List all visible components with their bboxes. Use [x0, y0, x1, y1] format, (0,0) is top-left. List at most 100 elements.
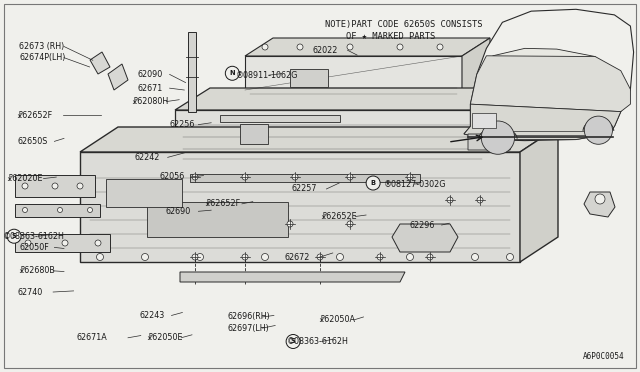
Circle shape	[366, 176, 380, 190]
Polygon shape	[80, 152, 520, 262]
Circle shape	[477, 197, 483, 203]
Text: ☧62680B: ☧62680B	[18, 266, 55, 275]
Circle shape	[88, 208, 93, 212]
Text: ☧62050E: ☧62050E	[146, 333, 182, 342]
Polygon shape	[245, 56, 462, 100]
Text: 62050F: 62050F	[19, 243, 49, 252]
Text: 62673 (RH): 62673 (RH)	[19, 42, 65, 51]
Circle shape	[77, 183, 83, 189]
Text: 62671A: 62671A	[77, 333, 108, 342]
Text: 62256: 62256	[170, 120, 195, 129]
Text: ®08911-1062G: ®08911-1062G	[236, 71, 298, 80]
Circle shape	[347, 221, 353, 227]
Bar	[472, 113, 496, 128]
Text: 62674P(LH): 62674P(LH)	[19, 53, 65, 62]
Circle shape	[481, 121, 515, 154]
Circle shape	[97, 253, 104, 260]
Polygon shape	[180, 272, 405, 282]
Text: 62090: 62090	[138, 70, 163, 79]
Circle shape	[286, 334, 300, 349]
Text: 62022: 62022	[312, 46, 338, 55]
Polygon shape	[492, 48, 598, 74]
Text: ☧62652F: ☧62652F	[205, 199, 241, 208]
Polygon shape	[468, 134, 515, 150]
Circle shape	[225, 66, 239, 80]
Text: S: S	[12, 233, 17, 239]
Text: NOTE)PART CODE 62650S CONSISTS
    OF ★ MARKED PARTS: NOTE)PART CODE 62650S CONSISTS OF ★ MARK…	[325, 20, 483, 41]
Polygon shape	[470, 56, 630, 112]
Polygon shape	[584, 192, 615, 217]
Bar	[290, 69, 328, 87]
Text: 62056: 62056	[160, 172, 185, 181]
Polygon shape	[520, 127, 558, 262]
Circle shape	[196, 253, 204, 260]
Circle shape	[407, 174, 413, 180]
Circle shape	[62, 240, 68, 246]
Text: ©08363-6162H: ©08363-6162H	[3, 232, 65, 241]
Text: 62697(LH): 62697(LH)	[227, 324, 269, 333]
Text: 62242: 62242	[134, 153, 160, 162]
Circle shape	[406, 253, 413, 260]
Circle shape	[317, 254, 323, 260]
Circle shape	[192, 254, 198, 260]
Text: ☧62652F: ☧62652F	[16, 111, 52, 120]
Text: B: B	[371, 180, 376, 186]
Circle shape	[347, 174, 353, 180]
Polygon shape	[90, 52, 110, 74]
Text: S: S	[291, 339, 296, 344]
Text: N: N	[230, 70, 235, 76]
Text: A6P0C0054: A6P0C0054	[582, 352, 624, 361]
Circle shape	[347, 44, 353, 50]
Bar	[190, 174, 420, 182]
Circle shape	[22, 208, 28, 212]
Text: 62696(RH): 62696(RH)	[227, 312, 270, 321]
Circle shape	[397, 44, 403, 50]
Bar	[15, 234, 110, 252]
Text: 62243: 62243	[140, 311, 164, 320]
Polygon shape	[175, 88, 525, 110]
Bar	[147, 202, 288, 237]
Text: ®08127-0302G: ®08127-0302G	[384, 180, 447, 189]
Bar	[106, 179, 182, 207]
Polygon shape	[80, 127, 558, 152]
Circle shape	[595, 194, 605, 204]
Text: ☧62020E: ☧62020E	[6, 174, 43, 183]
Circle shape	[377, 254, 383, 260]
Polygon shape	[108, 64, 128, 90]
Text: ☧62080H: ☧62080H	[131, 97, 168, 106]
Circle shape	[437, 44, 443, 50]
Circle shape	[25, 240, 31, 246]
Circle shape	[52, 183, 58, 189]
Text: 62296: 62296	[410, 221, 435, 230]
Polygon shape	[15, 204, 100, 217]
Text: 62740: 62740	[18, 288, 43, 296]
Circle shape	[472, 253, 479, 260]
Polygon shape	[245, 38, 490, 56]
Text: 62690: 62690	[165, 207, 190, 216]
Bar	[15, 175, 95, 197]
Text: 62671: 62671	[138, 84, 163, 93]
Text: 62650S: 62650S	[18, 137, 48, 146]
Circle shape	[262, 44, 268, 50]
Polygon shape	[464, 104, 621, 140]
Circle shape	[22, 183, 28, 189]
Circle shape	[242, 174, 248, 180]
Circle shape	[7, 229, 21, 243]
Polygon shape	[392, 224, 458, 252]
Circle shape	[506, 253, 513, 260]
Circle shape	[141, 253, 148, 260]
Polygon shape	[462, 38, 490, 100]
Text: ☧62050A: ☧62050A	[319, 315, 356, 324]
Bar	[240, 124, 268, 144]
Polygon shape	[188, 32, 196, 112]
Circle shape	[447, 197, 453, 203]
Circle shape	[427, 254, 433, 260]
Circle shape	[242, 254, 248, 260]
Polygon shape	[490, 88, 525, 167]
Text: 62672: 62672	[285, 253, 310, 262]
Polygon shape	[464, 9, 634, 141]
Circle shape	[262, 253, 269, 260]
Text: 62257: 62257	[291, 185, 317, 193]
Circle shape	[95, 240, 101, 246]
Circle shape	[287, 221, 293, 227]
